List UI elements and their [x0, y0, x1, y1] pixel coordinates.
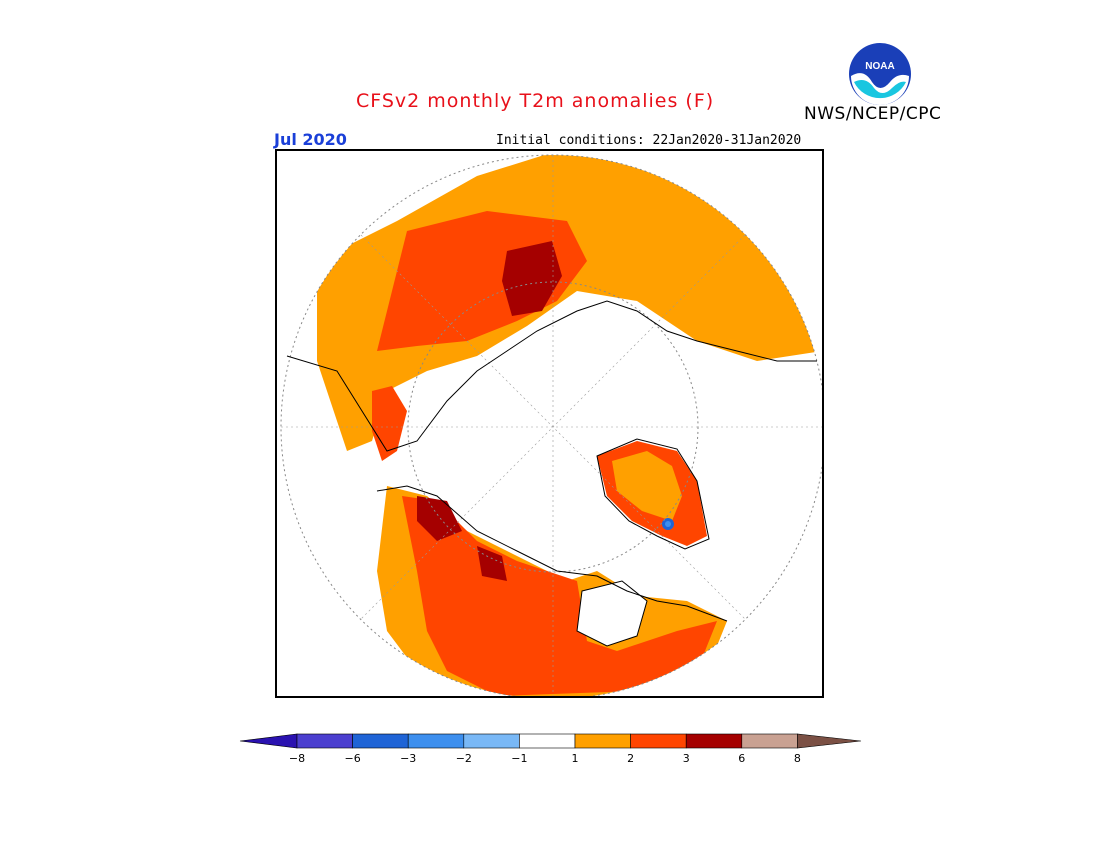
colorbar-label: −6 — [344, 752, 360, 765]
colorbar-bin — [352, 733, 409, 749]
colorbar-bin — [519, 733, 576, 749]
colorbar-label: −1 — [511, 752, 527, 765]
colorbar-bin — [407, 733, 465, 749]
colorbar-label: 1 — [572, 752, 579, 765]
colorbar-label: 3 — [683, 752, 690, 765]
colorbar-label: 6 — [738, 752, 745, 765]
noaa-logo: NOAA — [849, 43, 911, 105]
colorbar-bin — [685, 733, 743, 749]
colorbar-bin — [630, 733, 687, 749]
coastline-north-america — [376, 485, 728, 622]
colorbar-arrow-low — [239, 733, 298, 749]
colorbar-bin — [741, 733, 798, 749]
agency-label: NWS/NCEP/CPC — [804, 104, 942, 124]
colorbar-label: −8 — [289, 752, 305, 765]
colorbar-label: 8 — [794, 752, 801, 765]
coastline-hudson-bay — [576, 580, 648, 647]
hudson-bay — [577, 581, 647, 646]
colorbar-label: −2 — [456, 752, 472, 765]
canada-hot-spot — [477, 546, 507, 581]
coastline-eurasia — [286, 300, 817, 452]
colorbar-label: 2 — [627, 752, 634, 765]
north-america-warm-core — [402, 496, 717, 696]
colorbar-bin — [296, 733, 353, 749]
colorbar-bin — [463, 733, 520, 749]
polar-map — [280, 154, 822, 696]
colorbar: −8 −6 −3 −2 −1 1 2 3 6 8 — [239, 733, 862, 765]
logo-text: NOAA — [865, 61, 894, 72]
siberia-hot-spot — [502, 241, 562, 316]
forecast-period: Jul 2020 — [274, 130, 347, 149]
map-title: CFSv2 monthly T2m anomalies (F) — [356, 90, 715, 112]
colorbar-bin — [574, 733, 631, 749]
map-frame — [275, 149, 824, 698]
scandinavia-warm — [372, 386, 407, 461]
colorbar-label: −3 — [400, 752, 416, 765]
greenland-inner — [612, 451, 682, 521]
colorbar-arrow-high — [797, 733, 862, 749]
coastline-greenland — [596, 438, 710, 550]
initial-conditions: Initial conditions: 22Jan2020-31Jan2020 — [496, 133, 802, 148]
